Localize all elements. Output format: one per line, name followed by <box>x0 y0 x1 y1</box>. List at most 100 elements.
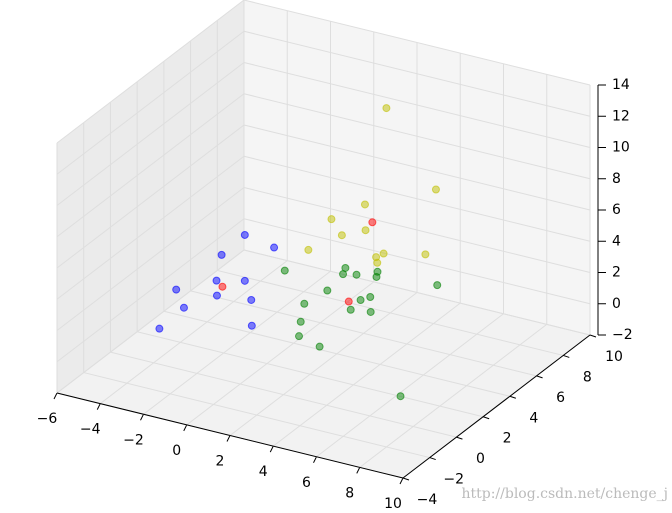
point <box>295 332 304 341</box>
point <box>300 299 309 308</box>
grid-line <box>243 187 591 273</box>
tick-mark <box>356 467 361 474</box>
point <box>344 297 353 306</box>
x-tick-label: 6 <box>302 475 311 491</box>
point <box>247 321 256 330</box>
x-tick-label: −6 <box>37 411 58 427</box>
tick-mark <box>269 445 274 453</box>
grid-line <box>217 269 564 356</box>
x-tick-label: −2 <box>123 432 144 448</box>
point <box>296 317 305 326</box>
grid-line <box>272 302 461 447</box>
z-tick-label: 0 <box>612 296 621 312</box>
tick-mark <box>226 435 231 442</box>
point <box>270 243 279 252</box>
grid-line <box>56 0 245 144</box>
point <box>379 249 388 258</box>
point <box>240 276 249 285</box>
point <box>382 104 391 113</box>
point <box>179 303 188 312</box>
point <box>323 286 332 295</box>
y-tick-label: 0 <box>476 451 485 467</box>
grid-line <box>99 260 288 405</box>
grid-line <box>56 93 245 238</box>
point <box>172 285 181 294</box>
point <box>396 392 405 401</box>
tick-mark <box>399 477 404 485</box>
x-tick-label: 0 <box>172 443 181 459</box>
tick-mark <box>140 414 144 421</box>
tick-mark <box>456 436 463 440</box>
y-tick-label: 10 <box>605 349 623 365</box>
grid-line <box>229 292 418 436</box>
y-axis <box>402 334 591 479</box>
tick-mark <box>536 375 543 379</box>
point <box>433 281 442 290</box>
point <box>352 270 361 279</box>
point <box>346 305 355 314</box>
grid-line <box>137 331 484 418</box>
point <box>339 270 348 279</box>
z-tick-label: 2 <box>612 265 621 281</box>
point <box>372 272 381 281</box>
point <box>327 215 336 224</box>
grid-line <box>243 249 591 336</box>
point <box>247 295 256 304</box>
x-tick-label: 4 <box>259 464 268 480</box>
tick-mark <box>183 424 188 432</box>
grid-line <box>56 155 245 300</box>
x-tick-label: 10 <box>384 496 402 512</box>
grid-line <box>243 218 591 305</box>
grid-line <box>163 310 510 397</box>
grid-line <box>56 62 245 206</box>
grid-line <box>243 0 591 86</box>
z-tick-label: 14 <box>612 77 630 93</box>
tick-mark <box>509 395 517 399</box>
y-tick-label: 2 <box>503 431 512 447</box>
point <box>155 324 164 333</box>
point <box>304 245 313 254</box>
grid-line <box>110 351 457 438</box>
grid-line <box>56 30 245 175</box>
point <box>315 342 324 351</box>
tick-mark <box>482 416 490 420</box>
point <box>431 185 440 194</box>
grid-line <box>243 124 591 211</box>
x-tick-label: −4 <box>80 422 101 438</box>
z-tick-label: 4 <box>612 233 621 249</box>
grid-line <box>186 281 375 426</box>
y-tick-label: 8 <box>583 369 592 385</box>
point <box>373 258 382 267</box>
z-tick-label: 12 <box>612 108 630 124</box>
tick-mark <box>313 456 317 463</box>
tick-mark <box>96 403 101 410</box>
point <box>217 250 226 259</box>
point <box>361 226 370 235</box>
grid-line <box>83 372 430 459</box>
point <box>356 296 365 305</box>
point <box>337 231 346 240</box>
tick-mark <box>53 392 58 400</box>
watermark: http://blog.csdn.net/chenge_j <box>461 486 668 502</box>
point <box>212 276 221 285</box>
grid-line <box>243 93 591 180</box>
grid-line <box>243 30 591 117</box>
z-tick-label: −2 <box>612 327 633 343</box>
tick-mark <box>429 457 436 461</box>
tick-mark <box>563 354 570 358</box>
y-tick-label: −2 <box>443 472 464 488</box>
point <box>366 307 375 316</box>
grid-line <box>56 249 245 394</box>
x-tick-label: 2 <box>216 454 225 470</box>
point <box>421 250 430 259</box>
y-tick-label: −4 <box>417 492 438 508</box>
grid-line <box>56 218 245 363</box>
grid-line <box>56 187 245 331</box>
point <box>368 218 377 227</box>
z-tick-label: 10 <box>612 140 630 156</box>
grid-line <box>56 124 245 269</box>
tick-mark <box>589 334 597 338</box>
grid-line <box>243 62 591 148</box>
point <box>218 282 227 291</box>
